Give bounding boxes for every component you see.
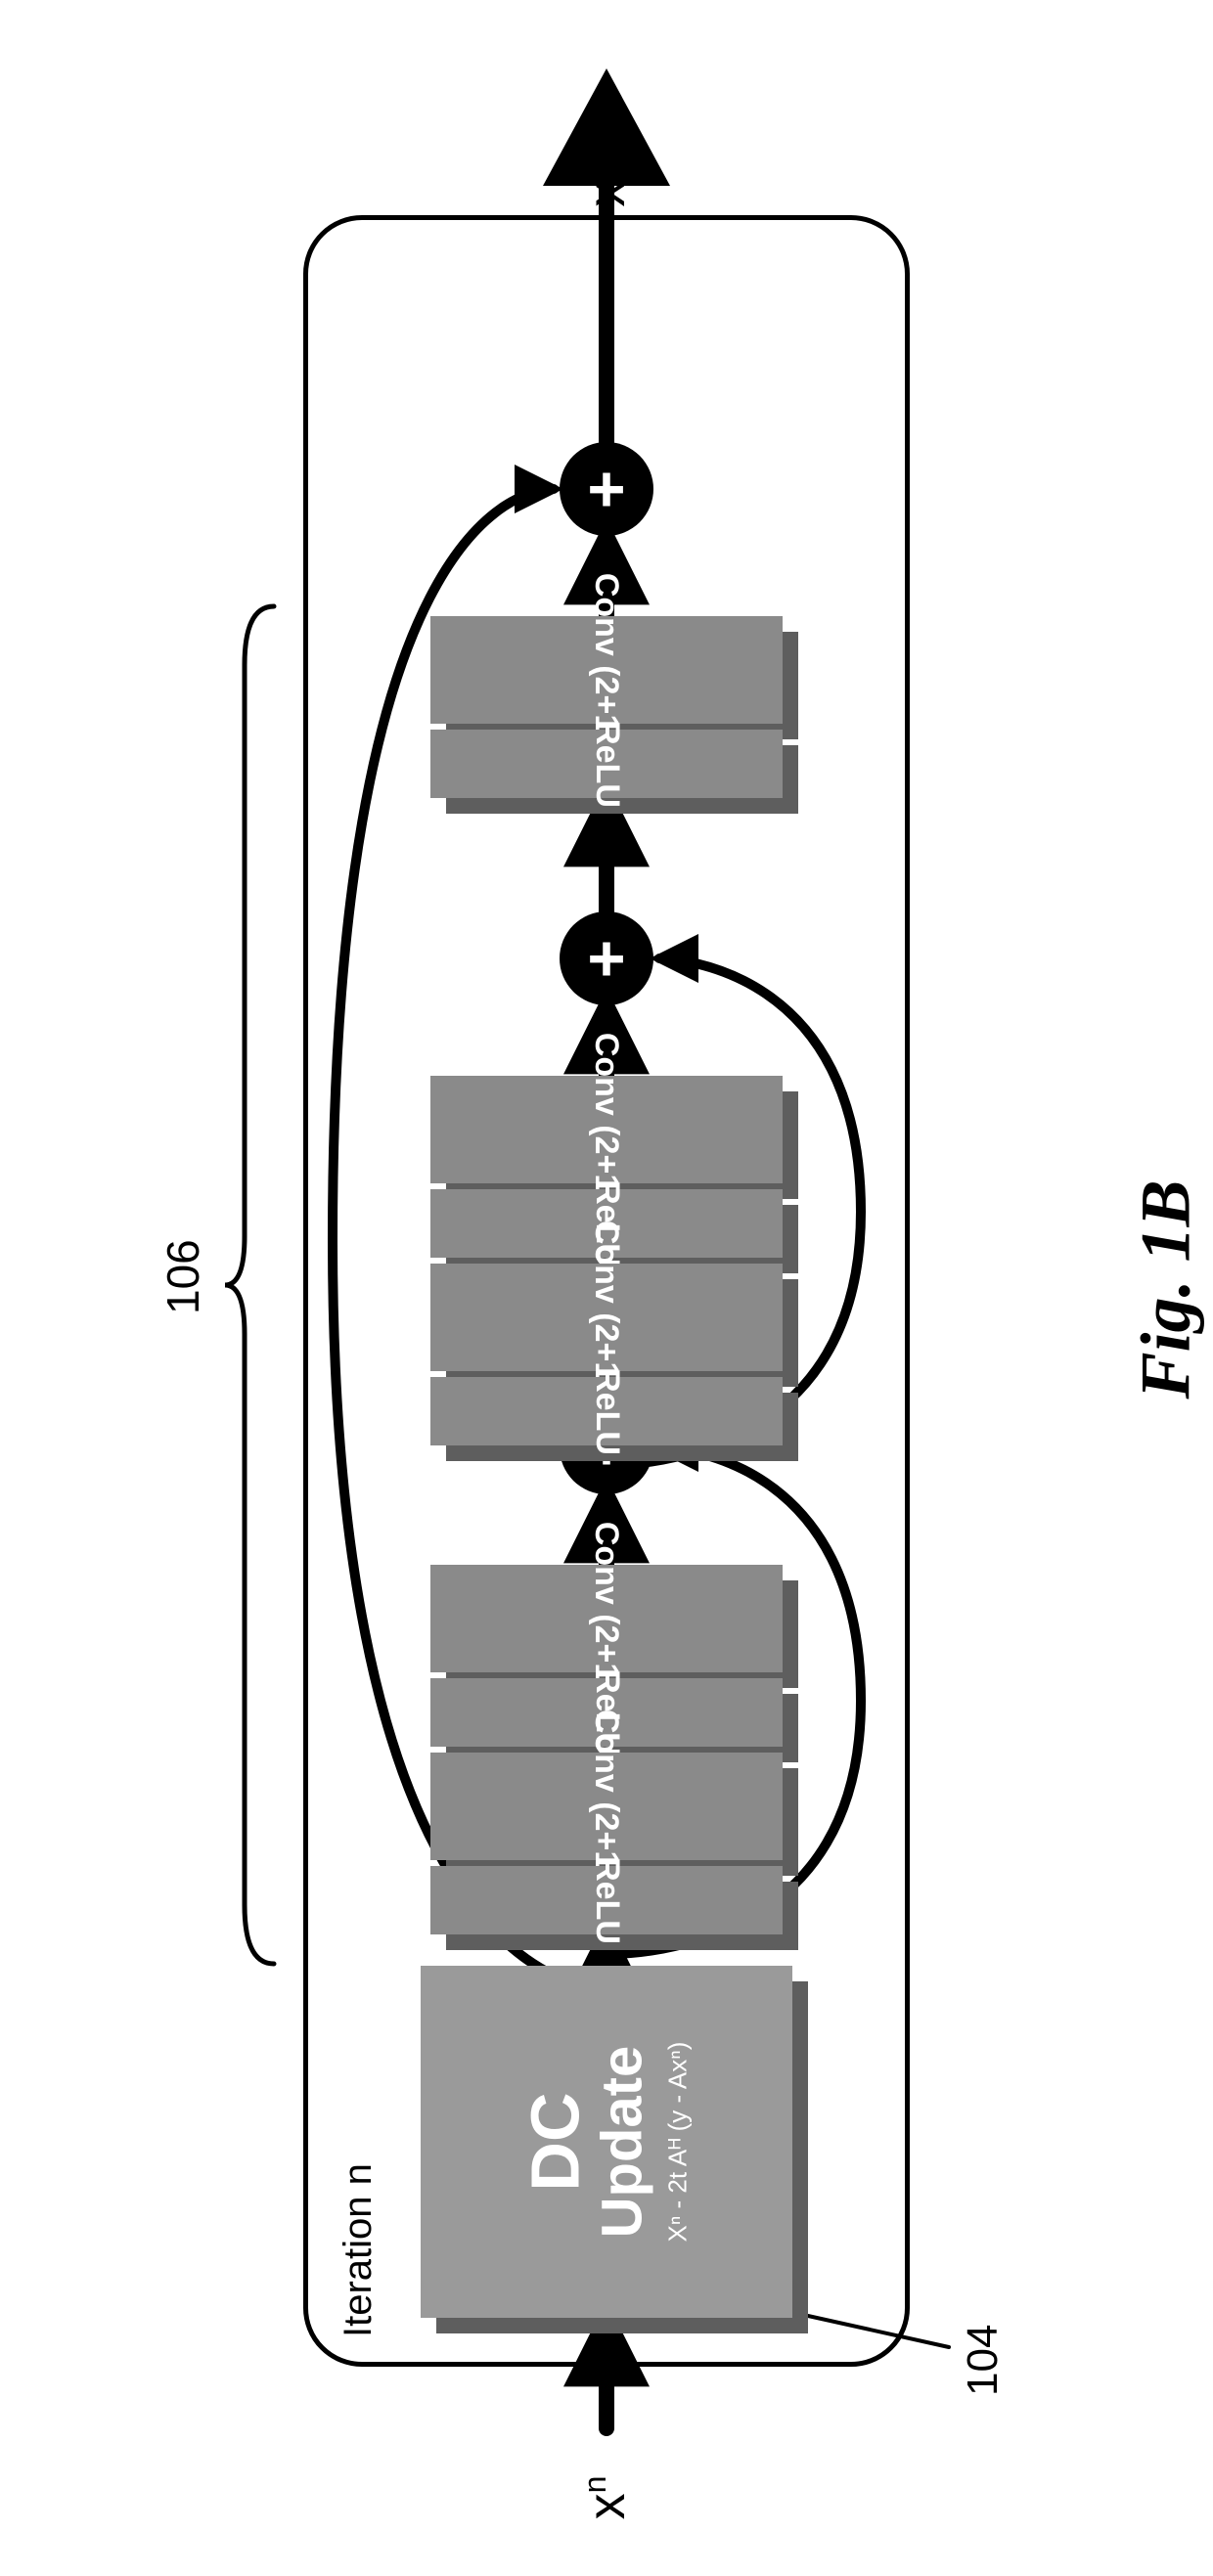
resA-relu-1: ReLU <box>430 1866 783 1934</box>
final-relu-label: ReLU <box>587 721 625 808</box>
diagram-canvas: Iteration n xn xn+1 DC Update Xⁿ - 2t Aᴴ… <box>0 0 1213 2575</box>
ref-106-label: 106 <box>157 1239 209 1314</box>
resA-relu-1-label: ReLU <box>587 1857 625 1944</box>
ref-104-label: 104 <box>959 2325 1008 2396</box>
output-label: xn+1 <box>576 89 637 245</box>
add-node-b: + <box>560 911 653 1005</box>
dc-block-equation: Xⁿ - 2t Aᴴ (y - Axⁿ) <box>662 2042 693 2243</box>
resA-conv-2: Conv (2+1)D <box>430 1565 783 1672</box>
dc-block-title: DC <box>520 2042 589 2243</box>
output-superscript: n+1 <box>577 127 612 180</box>
add-node-c: + <box>560 442 653 536</box>
iteration-label: Iteration n <box>337 2163 381 2337</box>
resB-conv-1: Conv (2+1)D <box>430 1264 783 1371</box>
resB-relu-1: ReLU <box>430 1377 783 1445</box>
resB-conv-2: Conv (2+1)D <box>430 1076 783 1183</box>
input-label: xn <box>576 2420 637 2576</box>
resB-relu-1-label: ReLU <box>587 1368 625 1455</box>
resA-conv-1: Conv (2+1)D <box>430 1753 783 1860</box>
dc-update-block: DC Update Xⁿ - 2t Aᴴ (y - Axⁿ) <box>421 1966 792 2318</box>
figure-caption: Fig. 1B <box>1126 1179 1207 1399</box>
final-conv: Conv (2+1)D <box>430 616 783 724</box>
input-superscript: n <box>577 2476 612 2494</box>
input-symbol: x <box>577 2493 636 2519</box>
output-symbol: x <box>577 181 636 207</box>
final-relu: ReLU <box>430 730 783 798</box>
dc-block-subtitle: Update <box>593 2042 652 2243</box>
